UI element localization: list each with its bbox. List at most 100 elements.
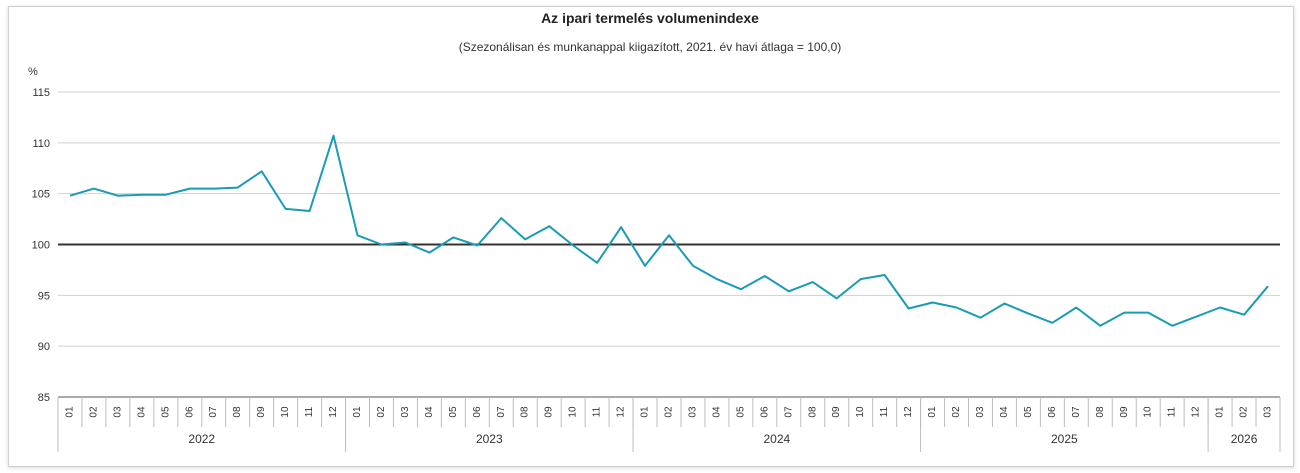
data-point: [332, 134, 336, 138]
data-point: [955, 306, 959, 310]
series-industrial-production-index: [68, 134, 1269, 328]
data-point: [475, 244, 479, 248]
month-label: 04: [999, 406, 1010, 418]
data-point: [571, 244, 575, 248]
data-point: [835, 296, 839, 300]
data-point: [715, 277, 719, 281]
data-point: [739, 287, 743, 291]
month-label: 03: [687, 406, 698, 418]
gridlines: [58, 91, 1280, 347]
series-line: [69, 134, 1269, 327]
data-point: [523, 237, 527, 241]
month-label: 01: [64, 406, 75, 418]
data-point: [236, 186, 240, 190]
month-label: 08: [807, 406, 818, 418]
month-label: 12: [616, 406, 627, 418]
month-label: 07: [208, 406, 219, 418]
data-point: [883, 273, 887, 277]
data-point: [1122, 311, 1126, 315]
chart-title: Az ipari termelés volumenindexe: [541, 10, 759, 26]
data-point: [1170, 324, 1174, 328]
month-label: 03: [400, 406, 411, 418]
y-axis-ticks: 85 90 95 100 105 110 115: [32, 87, 50, 404]
month-label: 02: [376, 406, 387, 418]
month-label: 01: [1215, 406, 1226, 418]
month-label: 10: [855, 406, 866, 418]
data-point: [619, 225, 623, 229]
data-point: [499, 216, 503, 220]
data-point: [427, 251, 431, 255]
month-label: 06: [1047, 406, 1058, 418]
data-point: [356, 233, 360, 237]
year-label-2022: 2022: [188, 432, 215, 446]
y-tick-label-110: 110: [32, 138, 50, 150]
month-label: 05: [448, 406, 459, 418]
month-label: 02: [88, 406, 99, 418]
month-label: 10: [280, 406, 291, 418]
data-point: [907, 307, 911, 311]
month-label: 11: [304, 406, 315, 417]
month-label: 06: [472, 406, 483, 418]
month-label: 06: [184, 406, 195, 418]
month-label: 04: [424, 406, 435, 418]
x-axis: 01 02 03 04 05 06 07 08 09 10 11 12 01 02 03 04 05 06 07 08…: [57, 396, 1281, 452]
data-point: [1026, 312, 1030, 316]
month-label: 02: [951, 406, 962, 418]
month-label: 06: [759, 406, 770, 418]
month-label: 08: [1095, 406, 1106, 418]
month-label: 05: [160, 406, 171, 418]
data-point: [379, 243, 383, 247]
month-label: 02: [1239, 406, 1250, 418]
y-tick-label-90: 90: [38, 341, 50, 353]
data-point: [811, 280, 815, 284]
data-point: [547, 224, 551, 228]
year-label-2026: 2026: [1231, 432, 1258, 446]
y-axis-unit-label: %: [28, 66, 38, 78]
data-point: [1074, 306, 1078, 310]
month-label: 07: [783, 406, 794, 418]
month-label: 09: [1119, 406, 1130, 418]
data-point: [68, 194, 72, 198]
data-point: [763, 274, 767, 278]
month-label: 03: [1263, 406, 1274, 418]
chart-subtitle: (Szezonálisan és munkanappal kiigazított…: [458, 40, 842, 54]
month-label: 05: [735, 406, 746, 418]
chart-frame: [8, 6, 1294, 467]
data-point: [140, 193, 144, 197]
y-tick-label-95: 95: [38, 290, 50, 302]
data-point: [1242, 313, 1246, 317]
data-point: [667, 233, 671, 237]
month-label: 03: [975, 406, 986, 418]
month-label: 08: [520, 406, 531, 418]
data-point: [1002, 301, 1006, 305]
month-label: 09: [831, 406, 842, 418]
data-point: [188, 187, 192, 191]
y-tick-label-105: 105: [32, 189, 50, 201]
data-point: [859, 277, 863, 281]
y-tick-label-115: 115: [32, 87, 50, 99]
year-label-2025: 2025: [1051, 432, 1078, 446]
data-point: [1098, 324, 1102, 328]
month-label: 08: [232, 406, 243, 418]
month-label: 09: [544, 406, 555, 418]
data-point: [308, 209, 312, 213]
month-label: 01: [352, 406, 363, 418]
data-point: [1218, 306, 1222, 310]
data-point: [978, 316, 982, 320]
month-label: 04: [136, 406, 147, 418]
month-label: 07: [496, 406, 507, 418]
month-label: 01: [927, 406, 938, 418]
month-label: 05: [1023, 406, 1034, 418]
data-point: [92, 187, 96, 191]
month-label: 11: [879, 406, 890, 417]
data-point: [931, 300, 935, 304]
data-point: [164, 193, 168, 197]
data-point: [691, 264, 695, 268]
month-label: 02: [664, 406, 675, 418]
month-label: 01: [640, 406, 651, 418]
month-label: 03: [112, 406, 123, 418]
data-point: [260, 169, 264, 173]
month-label: 10: [1143, 406, 1154, 418]
data-point: [1146, 311, 1150, 315]
